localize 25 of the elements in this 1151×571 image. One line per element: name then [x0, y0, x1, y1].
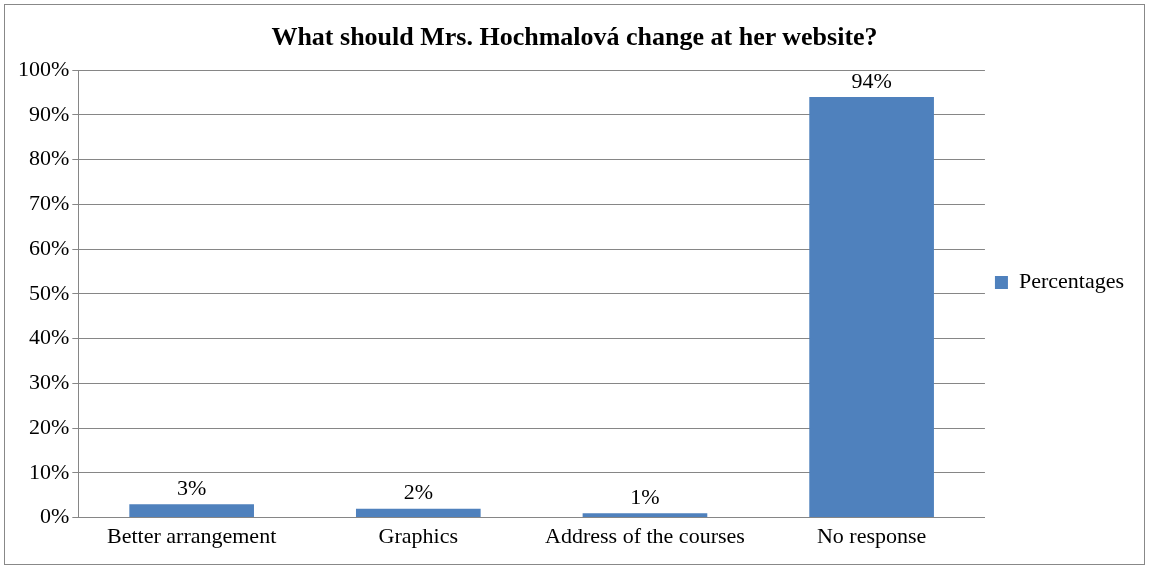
y-tick-label: 100%	[18, 55, 70, 81]
x-tick-label: Better arrangement	[107, 522, 277, 548]
x-tick-label: No response	[816, 522, 927, 548]
y-tick-label: 70%	[29, 190, 70, 216]
y-tick-label: 80%	[29, 145, 70, 171]
y-tick-label: 30%	[29, 369, 70, 395]
chart-title: What should Mrs. Hochmalová change at her website?	[271, 22, 878, 52]
y-tick-label: 60%	[29, 234, 70, 260]
data-label: 2%	[403, 479, 433, 505]
y-tick-label: 50%	[29, 279, 70, 305]
bar	[129, 504, 254, 518]
legend-label: Percentages	[1018, 268, 1124, 294]
bar	[582, 513, 708, 518]
bar	[355, 508, 481, 518]
y-tick-label: 10%	[29, 458, 70, 484]
y-tick-label: 0%	[40, 503, 70, 529]
y-tick-label: 90%	[29, 100, 70, 126]
data-label: 94%	[851, 67, 892, 93]
y-tick-label: 40%	[29, 324, 70, 350]
bar	[809, 97, 934, 518]
x-tick-label: Graphics	[378, 522, 459, 548]
y-tick-label: 20%	[29, 413, 70, 439]
data-label: 1%	[630, 483, 660, 509]
x-tick-label: Address of the courses	[545, 522, 745, 548]
data-label: 3%	[176, 474, 207, 500]
